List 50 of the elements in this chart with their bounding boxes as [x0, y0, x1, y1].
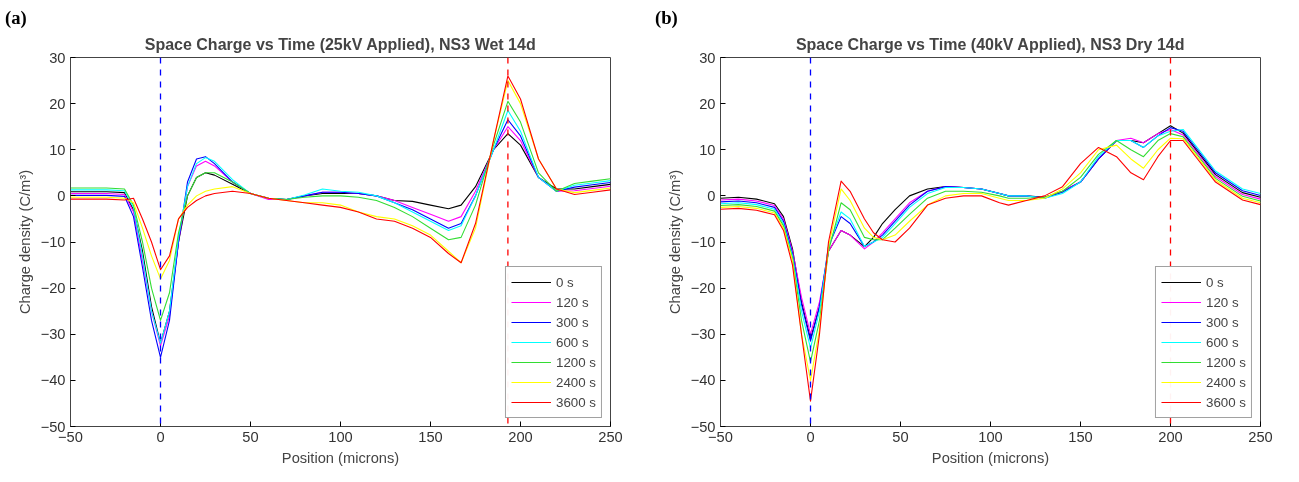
- legend-label: 300 s: [555, 314, 589, 330]
- y-tick-label: 10: [699, 141, 716, 158]
- text: (b): [655, 6, 678, 30]
- legend-label: 300 s: [1205, 314, 1239, 330]
- y-tick-label: −20: [690, 280, 716, 297]
- y-tick-label: 30: [699, 49, 716, 66]
- y-tick-label: −30: [690, 326, 716, 343]
- y-tick-label: 20: [699, 95, 716, 112]
- y-tick-label: 0: [57, 187, 66, 204]
- x-tick-label: 0: [806, 428, 815, 445]
- x-tick-label: 150: [418, 428, 443, 445]
- legend-label: 0 s: [1205, 274, 1225, 290]
- y-tick-label: 0: [707, 187, 716, 204]
- legend-label: 1200 s: [1205, 354, 1246, 370]
- legend-label: 0 s: [555, 274, 575, 290]
- y-tick-label: −40: [690, 372, 716, 389]
- x-axis-title: Position (microns): [931, 449, 1050, 466]
- y-tick-label: −40: [40, 372, 66, 389]
- x-tick-label: 0: [156, 428, 165, 445]
- y-tick-label: −10: [690, 234, 716, 250]
- text: (a): [5, 6, 27, 30]
- x-tick-label: 50: [242, 428, 259, 445]
- y-tick-label: −10: [40, 234, 66, 250]
- x-tick-label: 200: [508, 428, 533, 445]
- legend-label: 3600 s: [555, 394, 596, 410]
- y-tick-label: −30: [40, 326, 66, 343]
- legend-label: 1200 s: [555, 354, 596, 370]
- x-axis-title: Position (microns): [281, 449, 400, 466]
- x-tick-label: 200: [1158, 428, 1183, 445]
- y-tick-label: 10: [49, 141, 66, 158]
- x-tick-label: 250: [598, 428, 623, 445]
- x-tick-label: 100: [328, 428, 353, 445]
- x-tick-label: 150: [1068, 428, 1093, 445]
- y-axis-title: Charge density (C/m³): [16, 169, 33, 315]
- legend-label: 600 s: [555, 334, 589, 350]
- legend-label: 120 s: [1205, 294, 1239, 310]
- y-tick-label: −20: [40, 280, 66, 297]
- chart-title: Space Charge vs Time (25kV Applied), NS3 Wet 14d: [144, 35, 536, 53]
- x-tick-label: 100: [978, 428, 1003, 445]
- chart-title: Space Charge vs Time (40kV Applied), NS3 Dry 14d: [795, 35, 1185, 53]
- legend-label: 2400 s: [555, 374, 596, 390]
- y-axis-title: Charge density (C/m³): [666, 169, 683, 315]
- y-tick-label: 20: [49, 95, 66, 112]
- y-tick-label: 30: [49, 49, 66, 66]
- legend-label: 120 s: [555, 294, 589, 310]
- legend-label: 600 s: [1205, 334, 1239, 350]
- legend-label: 3600 s: [1205, 394, 1246, 410]
- legend-label: 2400 s: [1205, 374, 1246, 390]
- x-tick-label: 50: [892, 428, 909, 445]
- x-tick-label: 250: [1248, 428, 1273, 445]
